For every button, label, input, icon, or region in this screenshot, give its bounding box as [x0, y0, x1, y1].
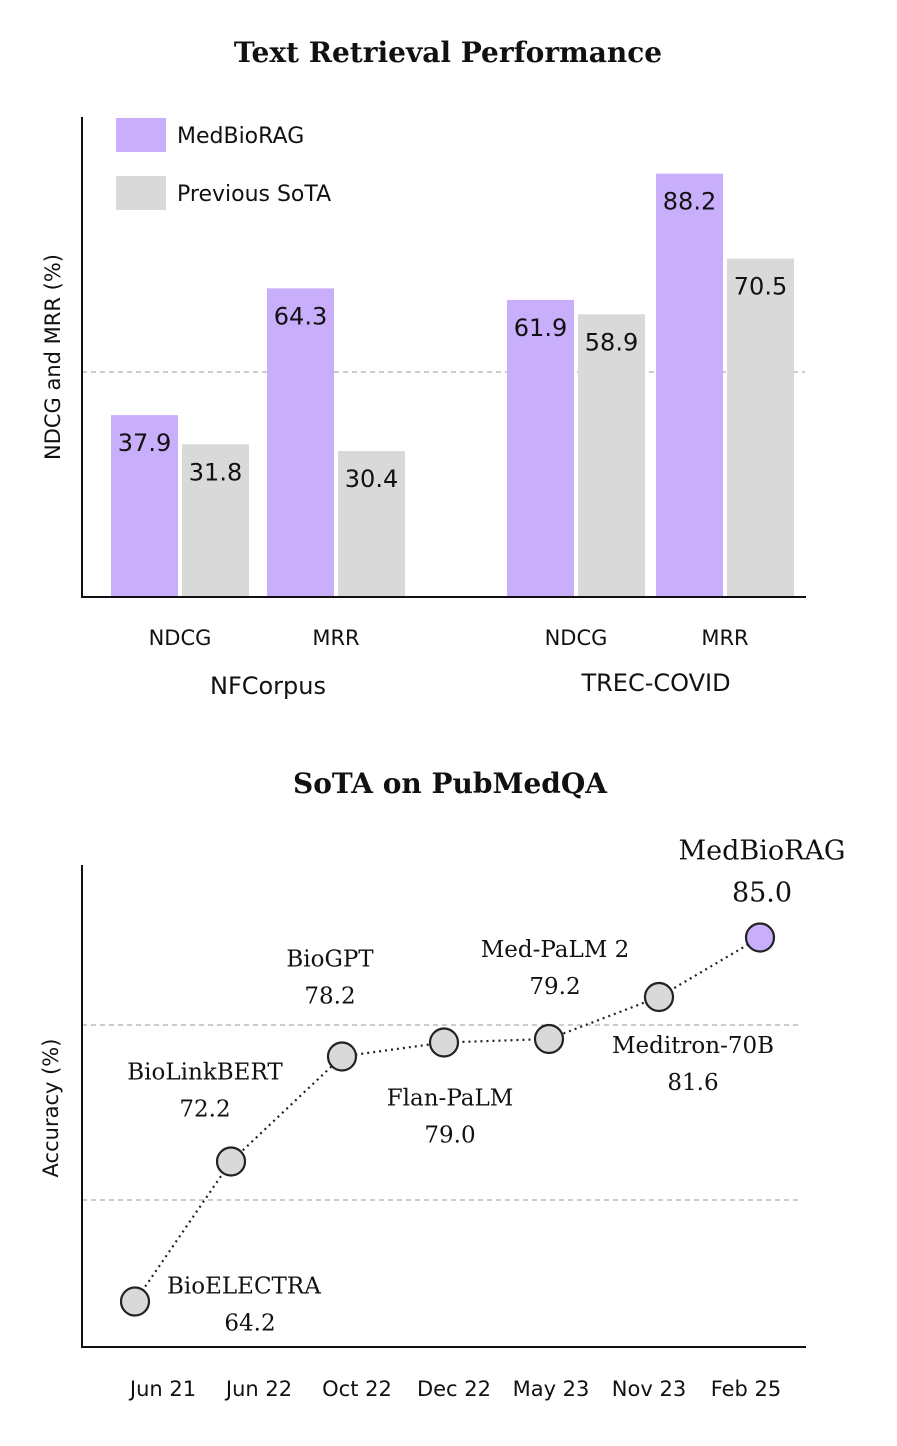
point-med-palm-2	[533, 1023, 565, 1055]
line-chart: SoTA on PubMedQA Accuracy (%) BioELECTRA…	[39, 767, 846, 1401]
point-value-flan-palm: 79.0	[424, 1123, 475, 1149]
x-tick-nfcorpus-ndcg: NDCG	[149, 626, 212, 650]
x-tick-may-23: May 23	[513, 1377, 590, 1401]
point-value-meditron-70b: 81.6	[667, 1070, 718, 1096]
x-tick-jun-21: Jun 21	[128, 1377, 196, 1401]
point-biogpt	[326, 1041, 358, 1072]
point-value-med-palm-2: 79.2	[529, 974, 580, 1000]
group-label-nfcorpus: NFCorpus	[210, 672, 326, 700]
legend-label-medbiorag: MedBioRAG	[177, 124, 304, 149]
x-tick-trec-covid-mrr: MRR	[701, 626, 748, 650]
bar-series: 37.9 64.3 61.9 88.2 31.8 30.4 58.9 70.5	[111, 173, 794, 597]
bar-label-medbiorag-0: 37.9	[118, 429, 171, 457]
legend-label-previous-sota: Previous SoTA	[177, 182, 331, 207]
point-value-biolinkbert: 72.2	[179, 1097, 230, 1123]
bar-previous-sota-3	[727, 258, 794, 597]
bar-medbiorag-3	[656, 173, 723, 597]
x-tick-oct-22: Oct 22	[322, 1377, 392, 1401]
point-bioelectra	[119, 1286, 151, 1317]
bar-chart-y-axis-title: NDCG and MRR (%)	[41, 254, 65, 460]
bar-medbiorag-2	[507, 299, 574, 597]
group-label-trec-covid: TREC-COVID	[580, 669, 730, 697]
x-tick-nfcorpus-mrr: MRR	[312, 626, 359, 650]
point-name-biogpt: BioGPT	[286, 947, 374, 973]
point-name-meditron-70b: Meditron-70B	[612, 1033, 774, 1059]
bar-label-previous-sota-1: 30.4	[345, 465, 398, 493]
line-points: BioELECTRA 64.2 BioLinkBERT 72.2 BioGPT 78.2 F…	[119, 836, 846, 1337]
x-tick-feb-25: Feb 25	[711, 1377, 782, 1401]
point-medbiorag	[744, 922, 776, 953]
point-biolinkbert	[215, 1146, 247, 1177]
point-flan-palm	[428, 1027, 460, 1058]
x-tick-trec-covid-ndcg: NDCG	[545, 626, 608, 650]
point-name-biolinkbert: BioLinkBERT	[127, 1060, 283, 1086]
point-name-flan-palm: Flan-PaLM	[387, 1086, 514, 1112]
bar-label-previous-sota-3: 70.5	[734, 273, 787, 301]
bar-label-previous-sota-0: 31.8	[189, 458, 242, 486]
bar-medbiorag-1	[267, 288, 334, 597]
bar-label-previous-sota-2: 58.9	[585, 328, 638, 356]
point-value-biogpt: 78.2	[304, 984, 355, 1010]
x-tick-jun-22: Jun 22	[224, 1377, 292, 1401]
bar-previous-sota-2	[578, 314, 645, 597]
line-chart-title: SoTA on PubMedQA	[293, 767, 608, 800]
x-tick-dec-22: Dec 22	[417, 1377, 491, 1401]
line-chart-y-axis-title: Accuracy (%)	[39, 1039, 63, 1178]
point-name-med-palm-2: Med-PaLM 2	[481, 937, 630, 963]
bar-previous-sota-1	[338, 451, 405, 597]
bar-chart-title: Text Retrieval Performance	[234, 36, 662, 69]
point-value-medbiorag: 85.0	[732, 878, 792, 909]
bar-chart-legend: MedBioRAG Previous SoTA	[116, 118, 331, 210]
point-value-bioelectra: 64.2	[224, 1311, 275, 1337]
bar-label-medbiorag-3: 88.2	[663, 188, 716, 216]
legend-swatch-medbiorag	[116, 118, 166, 152]
line-chart-x-ticks: Jun 21 Jun 22 Oct 22 Dec 22 May 23 Nov 23 Feb …	[128, 1377, 781, 1401]
bar-medbiorag-0	[111, 415, 178, 597]
point-meditron-70b	[643, 981, 675, 1013]
legend-swatch-previous-sota	[116, 176, 166, 210]
bar-chart: Text Retrieval Performance NDCG and MRR …	[41, 36, 806, 700]
point-name-bioelectra: BioELECTRA	[167, 1274, 321, 1300]
bar-previous-sota-0	[182, 444, 249, 597]
bar-label-medbiorag-2: 61.9	[514, 314, 567, 342]
x-tick-nov-23: Nov 23	[612, 1377, 686, 1401]
point-name-medbiorag: MedBioRAG	[678, 836, 845, 867]
bar-label-medbiorag-1: 64.3	[274, 302, 327, 330]
